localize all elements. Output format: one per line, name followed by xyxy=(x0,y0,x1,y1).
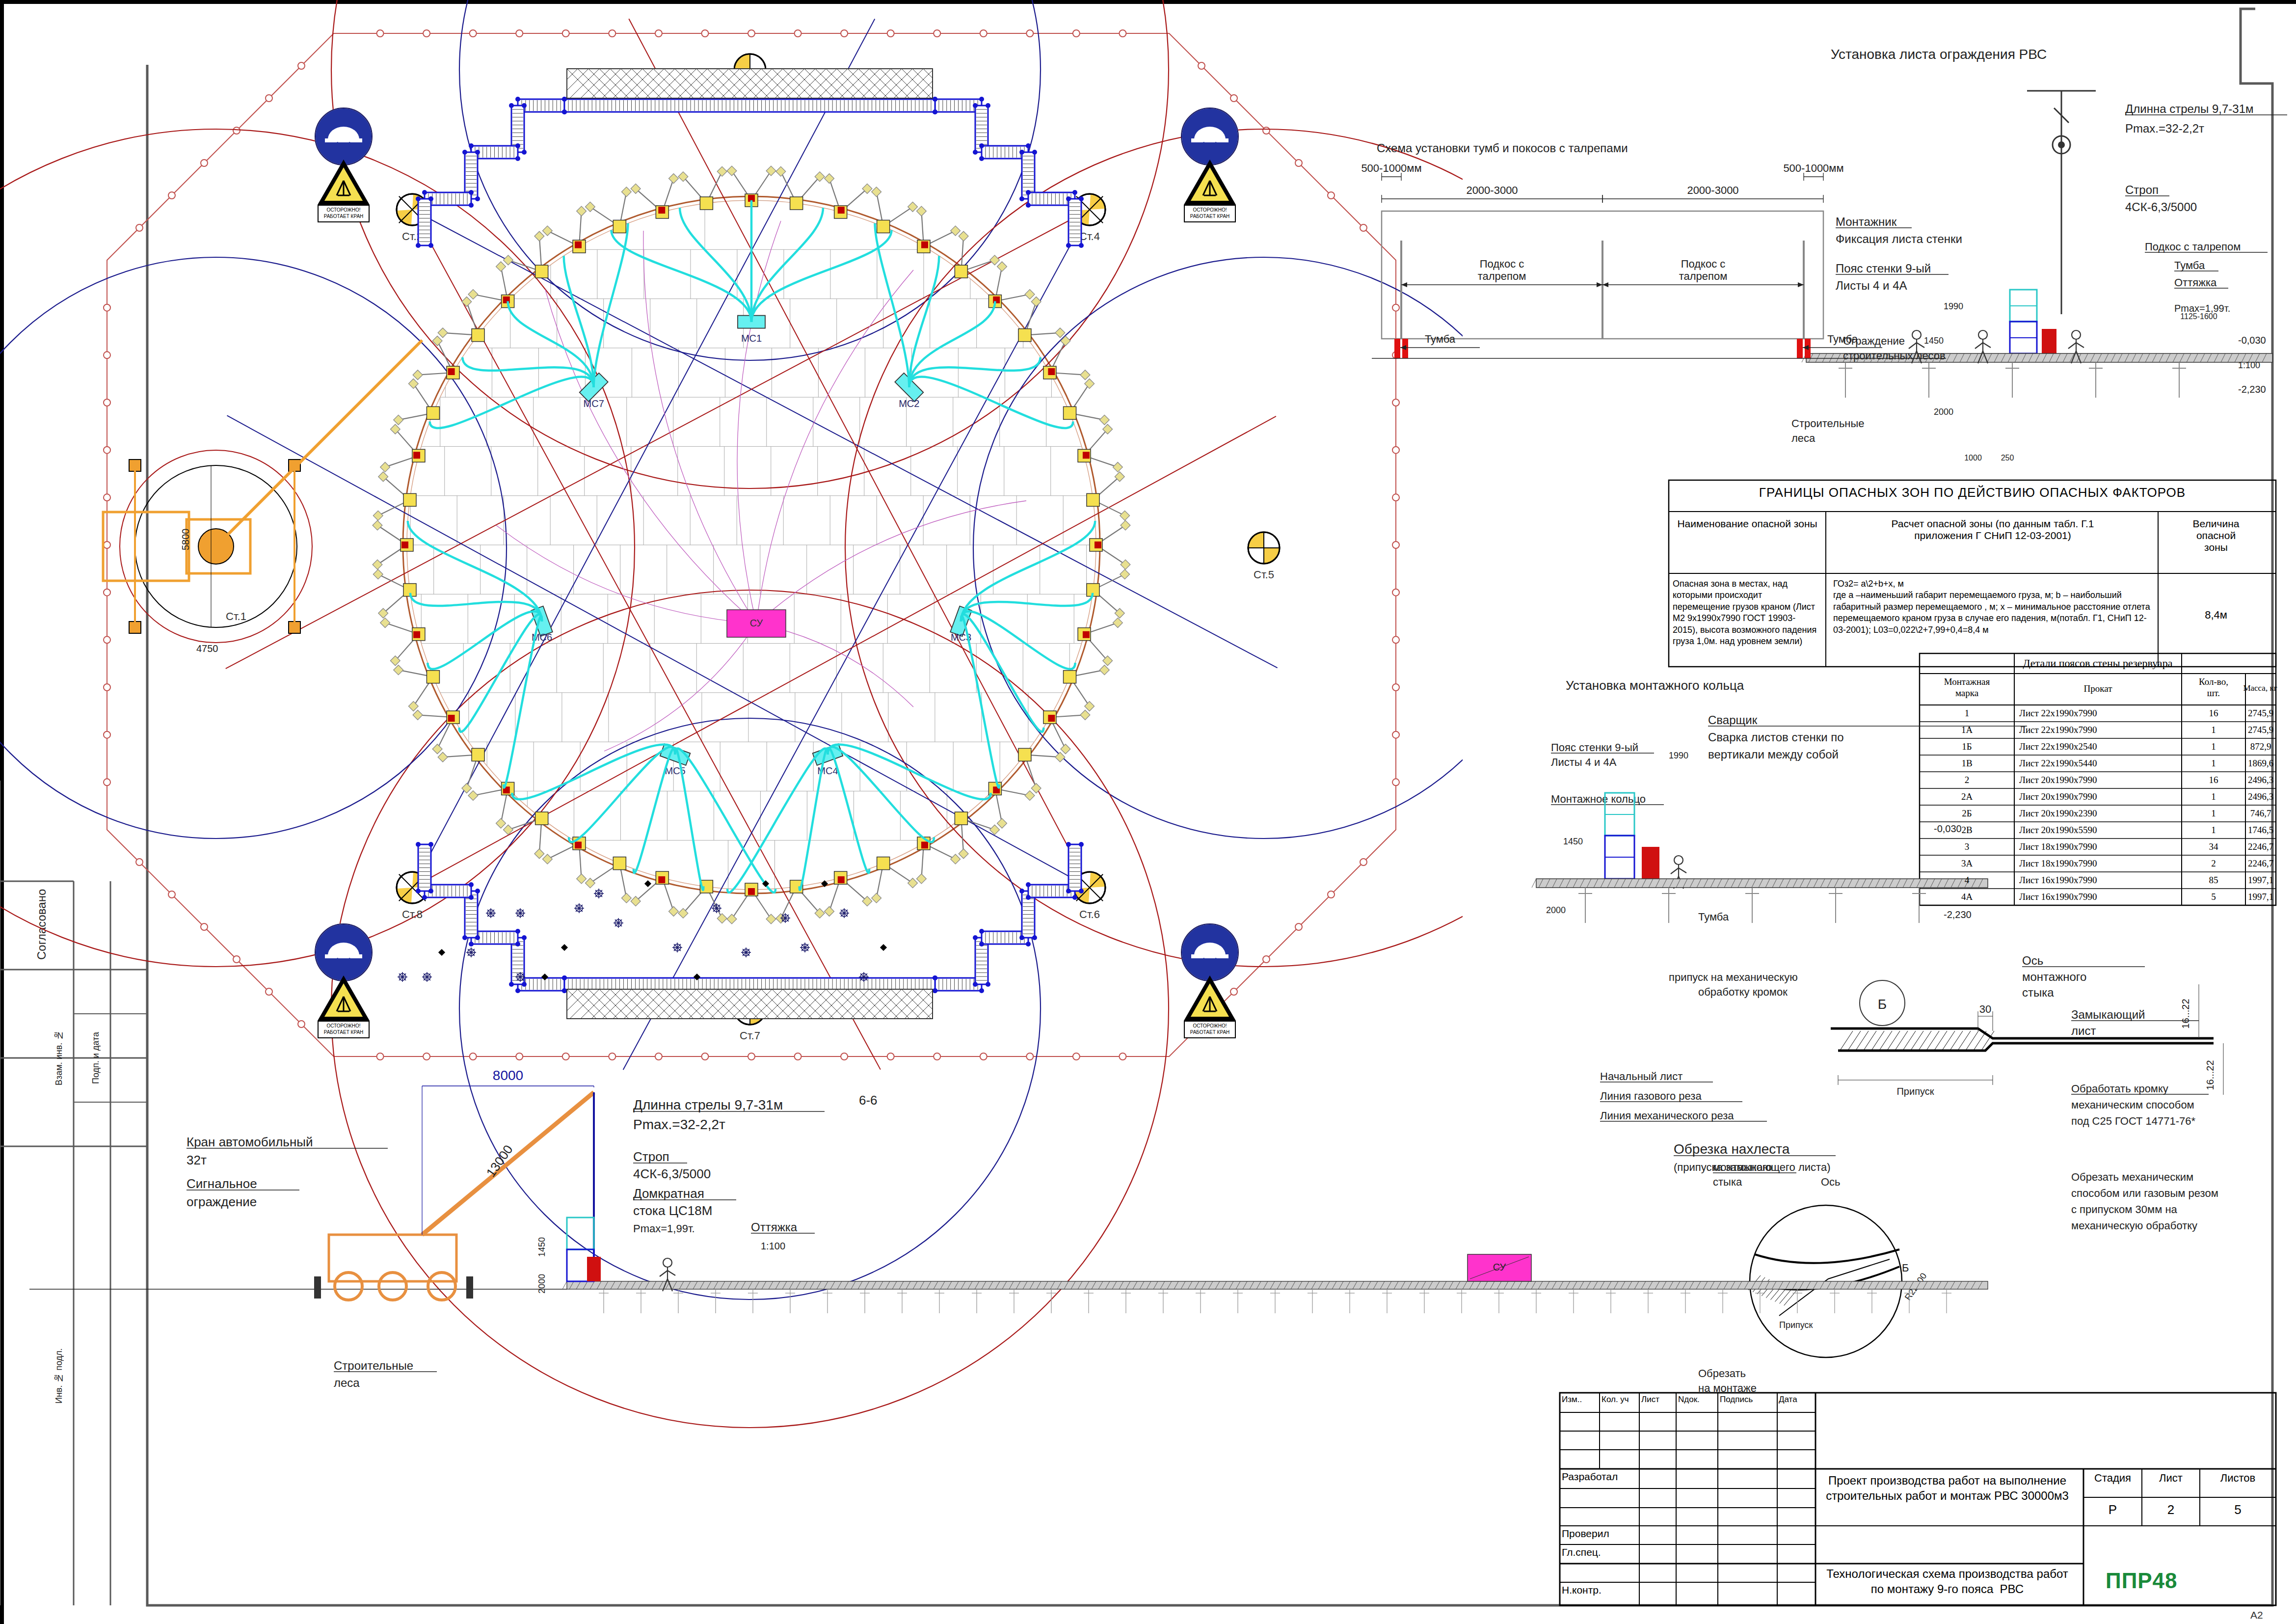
svg-text:Строп: Строп xyxy=(633,1149,669,1164)
svg-text:1450: 1450 xyxy=(537,1237,547,1257)
svg-text:Строительные: Строительные xyxy=(334,1359,413,1372)
svg-text:Pmax.=32-2,2т: Pmax.=32-2,2т xyxy=(633,1117,725,1132)
svg-text:Сигнальное: Сигнальное xyxy=(187,1176,257,1191)
svg-text:4СК-6,3/5000: 4СК-6,3/5000 xyxy=(633,1166,711,1181)
svg-text:8000: 8000 xyxy=(493,1068,523,1083)
svg-text:1:100: 1:100 xyxy=(761,1241,785,1251)
svg-text:Кран автомобильный: Кран автомобильный xyxy=(187,1135,313,1149)
svg-text:Домкратная: Домкратная xyxy=(633,1186,704,1201)
svg-text:32т: 32т xyxy=(187,1153,207,1167)
svg-text:леса: леса xyxy=(334,1376,360,1389)
svg-text:стока ЦС18М: стока ЦС18М xyxy=(633,1203,712,1218)
svg-text:2000: 2000 xyxy=(537,1274,547,1294)
svg-text:Длинна стрелы 9,7-31м: Длинна стрелы 9,7-31м xyxy=(633,1097,783,1112)
svg-text:СУ: СУ xyxy=(1493,1262,1506,1272)
svg-text:Pmax=1,99т.: Pmax=1,99т. xyxy=(633,1222,695,1235)
svg-text:6-6: 6-6 xyxy=(859,1093,878,1108)
svg-text:ограждение: ограждение xyxy=(187,1194,257,1209)
svg-text:Оттяжка: Оттяжка xyxy=(751,1220,798,1234)
